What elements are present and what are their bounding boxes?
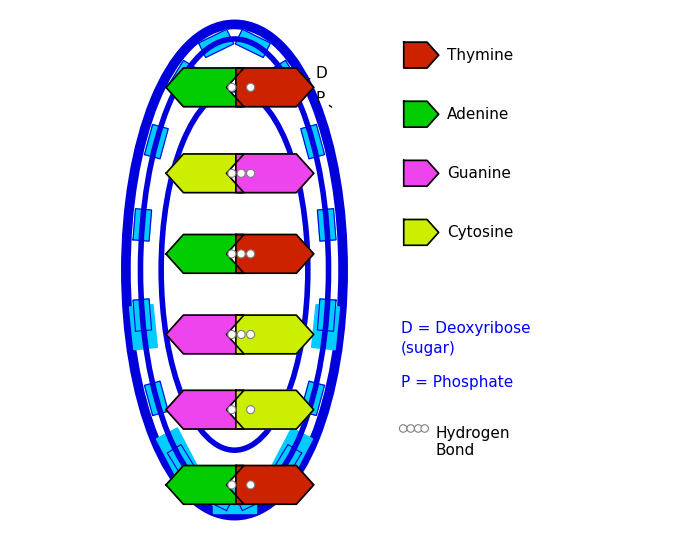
- Polygon shape: [144, 381, 168, 415]
- Polygon shape: [166, 68, 244, 107]
- Polygon shape: [312, 305, 340, 350]
- Circle shape: [228, 250, 236, 258]
- Polygon shape: [235, 29, 270, 58]
- Circle shape: [237, 169, 245, 177]
- Polygon shape: [166, 154, 244, 193]
- Polygon shape: [317, 299, 336, 331]
- Circle shape: [237, 250, 245, 258]
- Circle shape: [237, 330, 245, 339]
- Polygon shape: [133, 209, 152, 241]
- Polygon shape: [301, 125, 325, 159]
- Circle shape: [228, 83, 236, 91]
- Circle shape: [421, 425, 428, 432]
- Polygon shape: [236, 315, 314, 354]
- Circle shape: [246, 330, 255, 339]
- Text: Cytosine: Cytosine: [447, 225, 513, 240]
- Polygon shape: [404, 219, 439, 245]
- Circle shape: [246, 250, 255, 258]
- Circle shape: [228, 330, 236, 339]
- Ellipse shape: [141, 39, 328, 501]
- Polygon shape: [166, 465, 244, 504]
- Polygon shape: [133, 299, 152, 331]
- Polygon shape: [236, 465, 314, 504]
- Circle shape: [414, 425, 422, 432]
- Text: Adenine: Adenine: [447, 107, 509, 122]
- Polygon shape: [235, 482, 270, 511]
- Circle shape: [228, 169, 236, 177]
- Text: P: P: [315, 91, 332, 107]
- Circle shape: [246, 169, 255, 177]
- Polygon shape: [317, 209, 336, 241]
- Polygon shape: [166, 234, 244, 273]
- Polygon shape: [236, 68, 314, 107]
- Text: P = Phosphate: P = Phosphate: [401, 375, 513, 390]
- Polygon shape: [167, 444, 197, 480]
- Polygon shape: [167, 60, 197, 96]
- Text: D: D: [304, 66, 327, 82]
- Polygon shape: [272, 60, 302, 96]
- Polygon shape: [236, 390, 314, 429]
- Circle shape: [246, 481, 255, 489]
- Polygon shape: [272, 428, 313, 477]
- Polygon shape: [144, 125, 168, 159]
- Text: Guanine: Guanine: [447, 166, 510, 181]
- Circle shape: [228, 406, 236, 414]
- Polygon shape: [199, 29, 234, 58]
- Polygon shape: [213, 489, 256, 513]
- Polygon shape: [236, 154, 314, 193]
- Polygon shape: [404, 102, 439, 127]
- Circle shape: [246, 83, 255, 91]
- Circle shape: [246, 406, 255, 414]
- Circle shape: [407, 425, 414, 432]
- Polygon shape: [130, 305, 158, 350]
- Circle shape: [400, 425, 407, 432]
- Polygon shape: [404, 160, 439, 186]
- Text: Thymine: Thymine: [447, 48, 513, 63]
- Circle shape: [228, 481, 236, 489]
- Polygon shape: [236, 234, 314, 273]
- Polygon shape: [166, 315, 244, 354]
- Text: Hydrogen
Bond: Hydrogen Bond: [436, 426, 510, 458]
- Polygon shape: [156, 428, 197, 477]
- Polygon shape: [404, 42, 439, 68]
- Polygon shape: [166, 390, 244, 429]
- Polygon shape: [199, 482, 234, 511]
- Polygon shape: [301, 381, 325, 415]
- Polygon shape: [272, 444, 302, 480]
- Text: D = Deoxyribose
(sugar): D = Deoxyribose (sugar): [401, 321, 531, 356]
